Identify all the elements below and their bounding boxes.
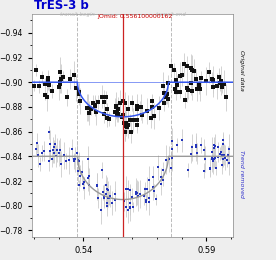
Text: transit begin: transit begin (60, 12, 95, 17)
Text: Trend removed: Trend removed (239, 150, 244, 198)
Text: Original data: Original data (239, 50, 244, 91)
Text: transit end: transit end (156, 12, 185, 17)
Text: JOmid: 0.556100000162: JOmid: 0.556100000162 (97, 14, 173, 19)
Text: TrES-3 b: TrES-3 b (34, 0, 89, 12)
